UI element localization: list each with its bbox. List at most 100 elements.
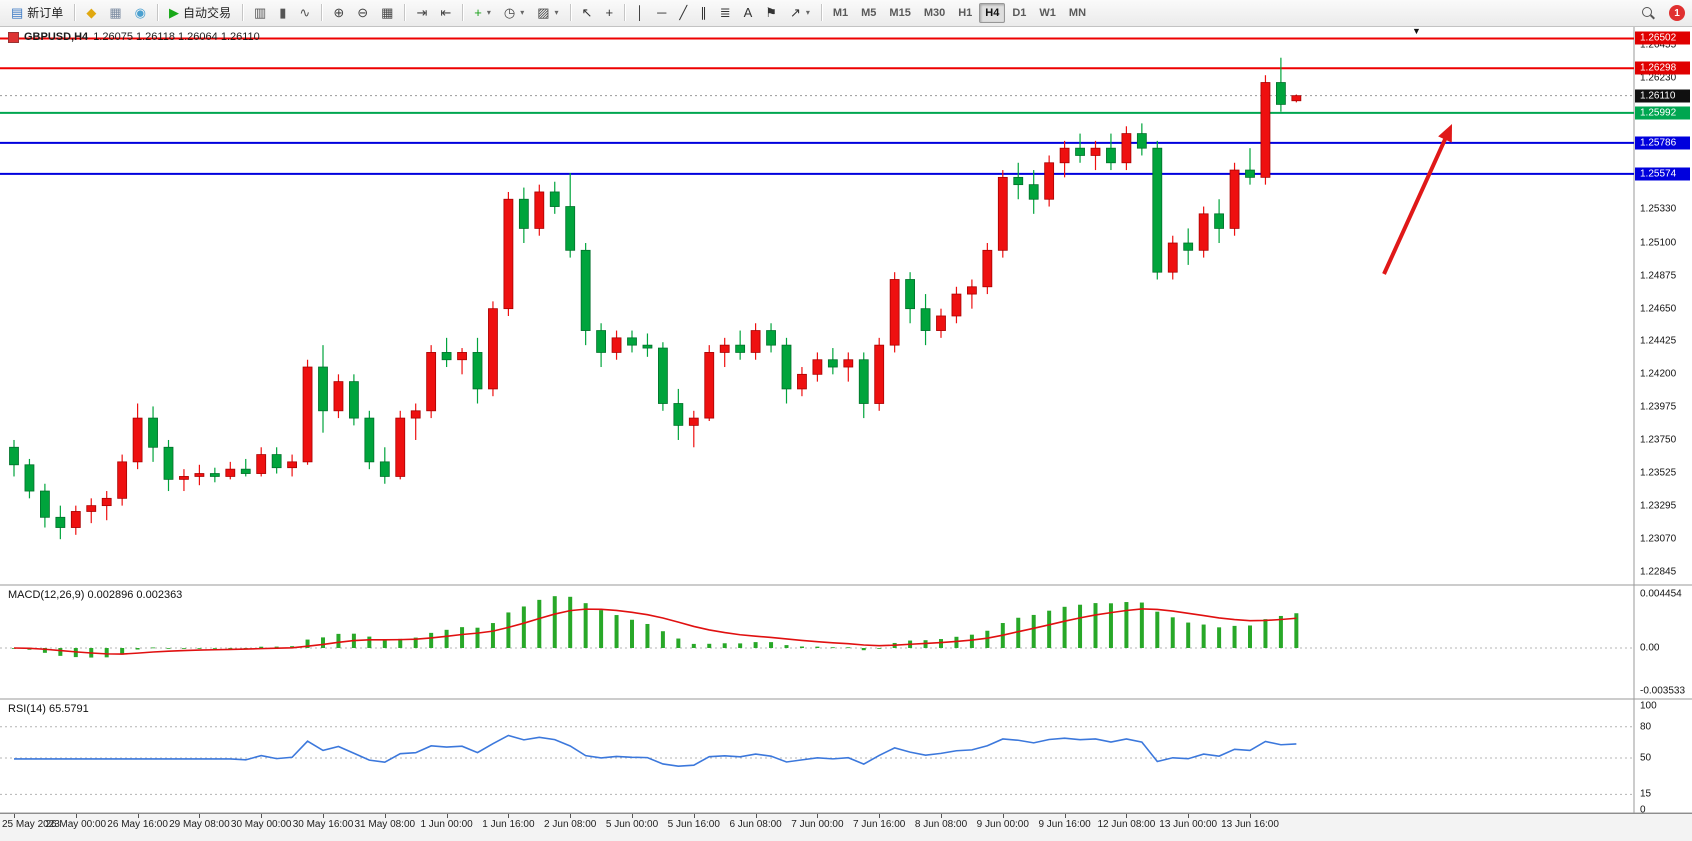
fibonacci-button[interactable]: ≣ bbox=[714, 3, 737, 22]
price-badge[interactable]: 1.25574 bbox=[1635, 167, 1690, 181]
shapes-button[interactable]: ↗ ▾ bbox=[784, 3, 816, 22]
price-badge[interactable]: 1.26110 bbox=[1635, 89, 1690, 103]
candle-body bbox=[518, 198, 529, 229]
candle-body bbox=[673, 403, 684, 426]
period-button[interactable]: ◷ ▾ bbox=[498, 3, 530, 22]
macd-histogram-bar bbox=[305, 639, 310, 648]
macd-histogram-bar bbox=[583, 603, 588, 648]
bar-chart-button[interactable]: ▥ bbox=[248, 3, 272, 22]
auto-scroll-button[interactable]: ⇥ bbox=[410, 3, 433, 22]
label-button[interactable]: ⚑ bbox=[759, 3, 783, 22]
macd-histogram-bar bbox=[784, 645, 789, 648]
candle-body bbox=[101, 497, 112, 507]
candle-body bbox=[55, 516, 66, 528]
macd-histogram-bar bbox=[1047, 610, 1052, 648]
candle-body bbox=[997, 176, 1008, 251]
zoom-out-button[interactable]: ⊖ bbox=[351, 3, 374, 22]
channel-button[interactable]: ∥ bbox=[694, 3, 713, 22]
macd-histogram-bar bbox=[58, 648, 63, 656]
new-chart-icon: + bbox=[474, 5, 482, 21]
data-window-button[interactable]: ▦ bbox=[103, 3, 127, 22]
price-badge[interactable]: 1.25992 bbox=[1635, 106, 1690, 120]
candle-body bbox=[348, 381, 359, 419]
search-button[interactable] bbox=[1635, 3, 1661, 23]
market-watch-icon: ◆ bbox=[86, 5, 97, 21]
timeframe-mn[interactable]: MN bbox=[1063, 3, 1092, 23]
auto-scroll-icon: ⇥ bbox=[416, 5, 428, 21]
candlestick-chart-button[interactable]: ▮ bbox=[273, 3, 292, 22]
macd-histogram-bar bbox=[181, 648, 186, 649]
candle-body bbox=[719, 344, 730, 353]
price-badge[interactable]: 1.25786 bbox=[1635, 136, 1690, 150]
candle-body bbox=[256, 454, 267, 474]
candle-body bbox=[379, 461, 390, 477]
time-axis-label: 25 May 2023 bbox=[2, 819, 60, 830]
candle-body bbox=[781, 344, 792, 390]
candle-body bbox=[704, 352, 715, 419]
candle-body bbox=[735, 344, 746, 353]
time-axis-label: 5 Jun 16:00 bbox=[667, 819, 720, 830]
macd-histogram-bar bbox=[599, 610, 604, 648]
text-button[interactable]: A bbox=[738, 3, 759, 22]
candle-body bbox=[889, 279, 900, 346]
candle-body bbox=[565, 206, 576, 251]
market-watch-button[interactable]: ◆ bbox=[80, 3, 102, 22]
autotrading-button[interactable]: ▶ 自动交易 bbox=[163, 3, 237, 23]
macd-histogram-bar bbox=[1186, 622, 1191, 648]
timeframe-w1[interactable]: W1 bbox=[1033, 3, 1062, 23]
tile-windows-button[interactable]: ▦ bbox=[375, 3, 399, 22]
timeframe-h4[interactable]: H4 bbox=[979, 2, 1006, 23]
candle-body bbox=[905, 279, 915, 310]
line-chart-button[interactable]: ∿ bbox=[293, 3, 316, 22]
macd-histogram-bar bbox=[799, 646, 804, 648]
timeframe-d1[interactable]: D1 bbox=[1006, 3, 1032, 23]
cursor-button[interactable]: ↖ bbox=[576, 3, 599, 22]
label-icon: ⚑ bbox=[765, 5, 777, 21]
time-tick bbox=[1188, 814, 1190, 818]
timeframe-m30[interactable]: M30 bbox=[918, 3, 951, 23]
macd-histogram-bar bbox=[274, 646, 279, 648]
fibonacci-icon: ≣ bbox=[719, 5, 731, 21]
price-badge[interactable]: 1.26298 bbox=[1635, 61, 1690, 75]
time-axis[interactable]: 25 May 2023 26 May 00:00 26 May 16:00 29 Ma… bbox=[0, 813, 1692, 841]
candle-body bbox=[117, 461, 128, 499]
new-order-button[interactable]: ▤ 新订单 bbox=[5, 3, 69, 23]
candle-body bbox=[874, 344, 885, 404]
timeframe-m5[interactable]: M5 bbox=[855, 3, 882, 23]
tile-windows-icon: ▦ bbox=[381, 5, 394, 21]
rsi-axis-label: 0 bbox=[1640, 804, 1646, 816]
candle-body bbox=[812, 359, 823, 375]
notification-badge[interactable]: 1 bbox=[1669, 5, 1685, 21]
price-badge[interactable]: 1.26502 bbox=[1635, 31, 1690, 45]
candle-body bbox=[1028, 184, 1039, 200]
arrow-annotation[interactable] bbox=[1382, 124, 1452, 275]
timeframe-m1[interactable]: M1 bbox=[827, 3, 854, 23]
time-axis-label: 1 Jun 00:00 bbox=[420, 819, 473, 830]
time-tick bbox=[879, 814, 881, 818]
toolbar-separator bbox=[569, 4, 571, 22]
zoom-in-icon: ⊕ bbox=[333, 5, 345, 21]
candle-body bbox=[132, 417, 143, 463]
timeframe-h1[interactable]: H1 bbox=[952, 3, 978, 23]
horizontal-line-button[interactable]: ─ bbox=[651, 3, 672, 22]
timeframe-m15[interactable]: M15 bbox=[883, 3, 916, 23]
template-button[interactable]: ▨ ▾ bbox=[531, 3, 564, 22]
macd-histogram-bar bbox=[1294, 613, 1299, 648]
chart-shift-button[interactable]: ⇤ bbox=[434, 3, 457, 22]
candle-body bbox=[333, 381, 344, 412]
chart-shift-marker[interactable]: ▼ bbox=[1412, 26, 1421, 36]
chart-shift-icon: ⇤ bbox=[440, 5, 452, 21]
time-axis-label: 2 Jun 08:00 bbox=[544, 819, 597, 830]
new-chart-button[interactable]: + ▾ bbox=[468, 3, 497, 22]
navigator-button[interactable]: ◉ bbox=[129, 3, 152, 22]
crosshair-button[interactable]: + bbox=[599, 3, 619, 22]
time-axis-label: 31 May 08:00 bbox=[354, 819, 416, 830]
candle-body bbox=[287, 461, 298, 469]
vertical-line-button[interactable]: │ bbox=[630, 3, 650, 22]
trendline-button[interactable]: ╱ bbox=[673, 3, 693, 22]
time-tick bbox=[14, 814, 15, 818]
price-axis-label: 1.26455 bbox=[1640, 39, 1677, 51]
candle-body bbox=[1121, 133, 1132, 164]
zoom-in-button[interactable]: ⊕ bbox=[327, 3, 350, 22]
